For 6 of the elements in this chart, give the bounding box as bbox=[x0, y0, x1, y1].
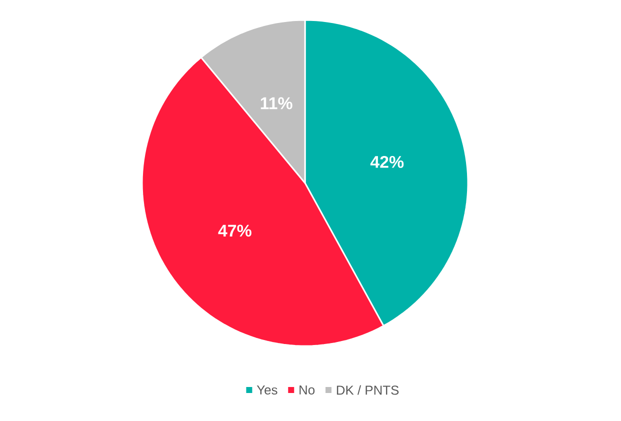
legend-label: DK / PNTS bbox=[336, 385, 399, 395]
data-label: 11% bbox=[260, 97, 292, 110]
data-label: 47% bbox=[218, 224, 252, 237]
legend-label: Yes bbox=[256, 385, 278, 395]
data-label: 42% bbox=[370, 156, 404, 168]
legend-label: No bbox=[300, 385, 315, 395]
